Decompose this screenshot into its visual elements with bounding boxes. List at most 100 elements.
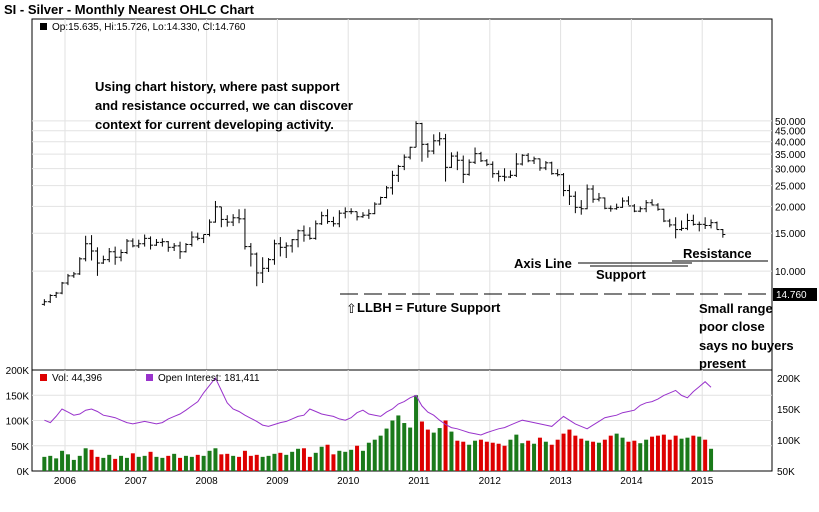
ohlc-bar	[561, 173, 567, 197]
ohlc-bar	[378, 196, 384, 205]
price-y-tick: 45.000	[775, 127, 806, 138]
ohlc-bar	[419, 122, 425, 162]
volume-bar	[679, 438, 684, 471]
volume-bar	[178, 457, 183, 471]
ohlc-bar	[183, 243, 189, 253]
volume-left-tick: 0K	[17, 467, 30, 478]
volume-bar	[254, 454, 259, 471]
open-interest-legend: Open Interest: 181,411	[158, 373, 260, 384]
volume-bar	[537, 437, 542, 471]
volume-bar	[532, 443, 537, 471]
volume-bar	[520, 443, 525, 471]
ohlc-bar	[543, 161, 549, 171]
ohlc-bar	[690, 214, 696, 226]
open-interest-line	[44, 377, 712, 436]
ohlc-bar	[195, 232, 201, 241]
volume-bar	[461, 441, 466, 471]
volume-bar	[42, 456, 47, 471]
volume-bar	[319, 446, 324, 471]
ohlc-bar	[354, 211, 360, 221]
last-price-tag: 14.760	[776, 290, 807, 301]
volume-bar	[113, 458, 118, 471]
volume-bar	[83, 448, 88, 471]
volume-bar	[632, 440, 637, 471]
price-y-tick: 35.000	[775, 150, 806, 161]
volume-bar	[107, 454, 112, 471]
small-range-note-1: Small range	[699, 301, 773, 316]
ohlc-bar	[720, 228, 726, 238]
ohlc-bar	[77, 257, 83, 275]
volume-axes: 0K 50K 100K 150K 200K 50K 100K 150K 200K	[6, 366, 801, 478]
volume-bar	[402, 423, 407, 471]
price-y-tick: 40.000	[775, 138, 806, 149]
volume-bar	[602, 439, 607, 471]
ohlc-bar	[389, 170, 395, 195]
x-tick-label: 2011	[408, 476, 430, 487]
ohlc-bar	[242, 208, 248, 250]
volume-bar	[573, 435, 578, 471]
ohlc-bar	[661, 208, 667, 223]
ohlc-bar	[201, 233, 207, 244]
ohlc-bar	[53, 291, 59, 298]
ohlc-bar	[620, 197, 626, 208]
ohlc-bar	[136, 239, 142, 249]
support-label: Support	[596, 267, 646, 282]
ohlc-bar	[614, 203, 620, 210]
volume-bar	[396, 415, 401, 471]
volume-bar	[296, 448, 301, 471]
volume-grid	[32, 370, 772, 471]
ohlc-bar	[230, 214, 236, 227]
volume-legend-swatch	[40, 374, 47, 381]
ohlc-bar	[708, 219, 714, 229]
price-y-tick: 30.000	[775, 165, 806, 176]
ohlc-bar	[696, 221, 702, 232]
volume-bar	[284, 454, 289, 471]
ohlc-bars	[41, 121, 726, 306]
volume-bar	[136, 456, 141, 471]
ohlc-bar	[655, 203, 661, 211]
volume-bar	[225, 453, 230, 471]
volume-bar	[638, 443, 643, 471]
x-tick-label: 2012	[479, 476, 502, 487]
price-y-tick: 15.000	[775, 229, 806, 240]
ohlc-bar	[472, 147, 478, 165]
x-axis: 2006 2007 2008 2009 2010 2011 2012 2013 2014 2015	[54, 476, 714, 487]
ohlc-bar	[325, 209, 331, 224]
volume-bar	[419, 421, 424, 471]
ohlc-bar	[142, 234, 148, 247]
ohlc-bar	[484, 159, 490, 167]
open-interest-legend-swatch	[146, 374, 153, 381]
ohlc-bar	[466, 159, 472, 176]
volume-bar	[231, 455, 236, 471]
ohlc-bar	[313, 220, 319, 240]
volume-bar	[142, 455, 147, 471]
ohlc-bar	[448, 152, 454, 168]
x-tick-label: 2013	[549, 476, 572, 487]
ohlc-bar	[124, 239, 130, 255]
volume-bar	[307, 456, 312, 471]
volume-bar	[278, 452, 283, 471]
ohlc-bar	[372, 202, 378, 215]
volume-bar	[709, 448, 714, 471]
volume-bar	[408, 427, 413, 471]
volume-bar	[119, 455, 124, 471]
ohlc-bar	[366, 209, 372, 219]
ohlc-bar	[684, 213, 690, 231]
chart-title: SI - Silver - Monthly Nearest OHLC Chart	[4, 2, 255, 17]
ohlc-bar	[207, 219, 213, 237]
ohlc-legend: Op:15.635, Hi:15.726, Lo:14.330, Cl:14.7…	[52, 22, 246, 33]
x-tick-label: 2008	[195, 476, 218, 487]
ohlc-bar	[566, 184, 572, 206]
volume-bar	[585, 440, 590, 471]
ohlc-bar	[702, 217, 708, 229]
x-tick-label: 2006	[54, 476, 77, 487]
volume-bar	[71, 459, 76, 471]
volume-bar	[172, 453, 177, 471]
ohlc-bar	[71, 272, 77, 278]
volume-bar	[467, 444, 472, 471]
ohlc-bar	[289, 239, 295, 253]
volume-bars	[42, 395, 714, 471]
volume-bar	[130, 453, 135, 471]
volume-bar	[455, 440, 460, 471]
